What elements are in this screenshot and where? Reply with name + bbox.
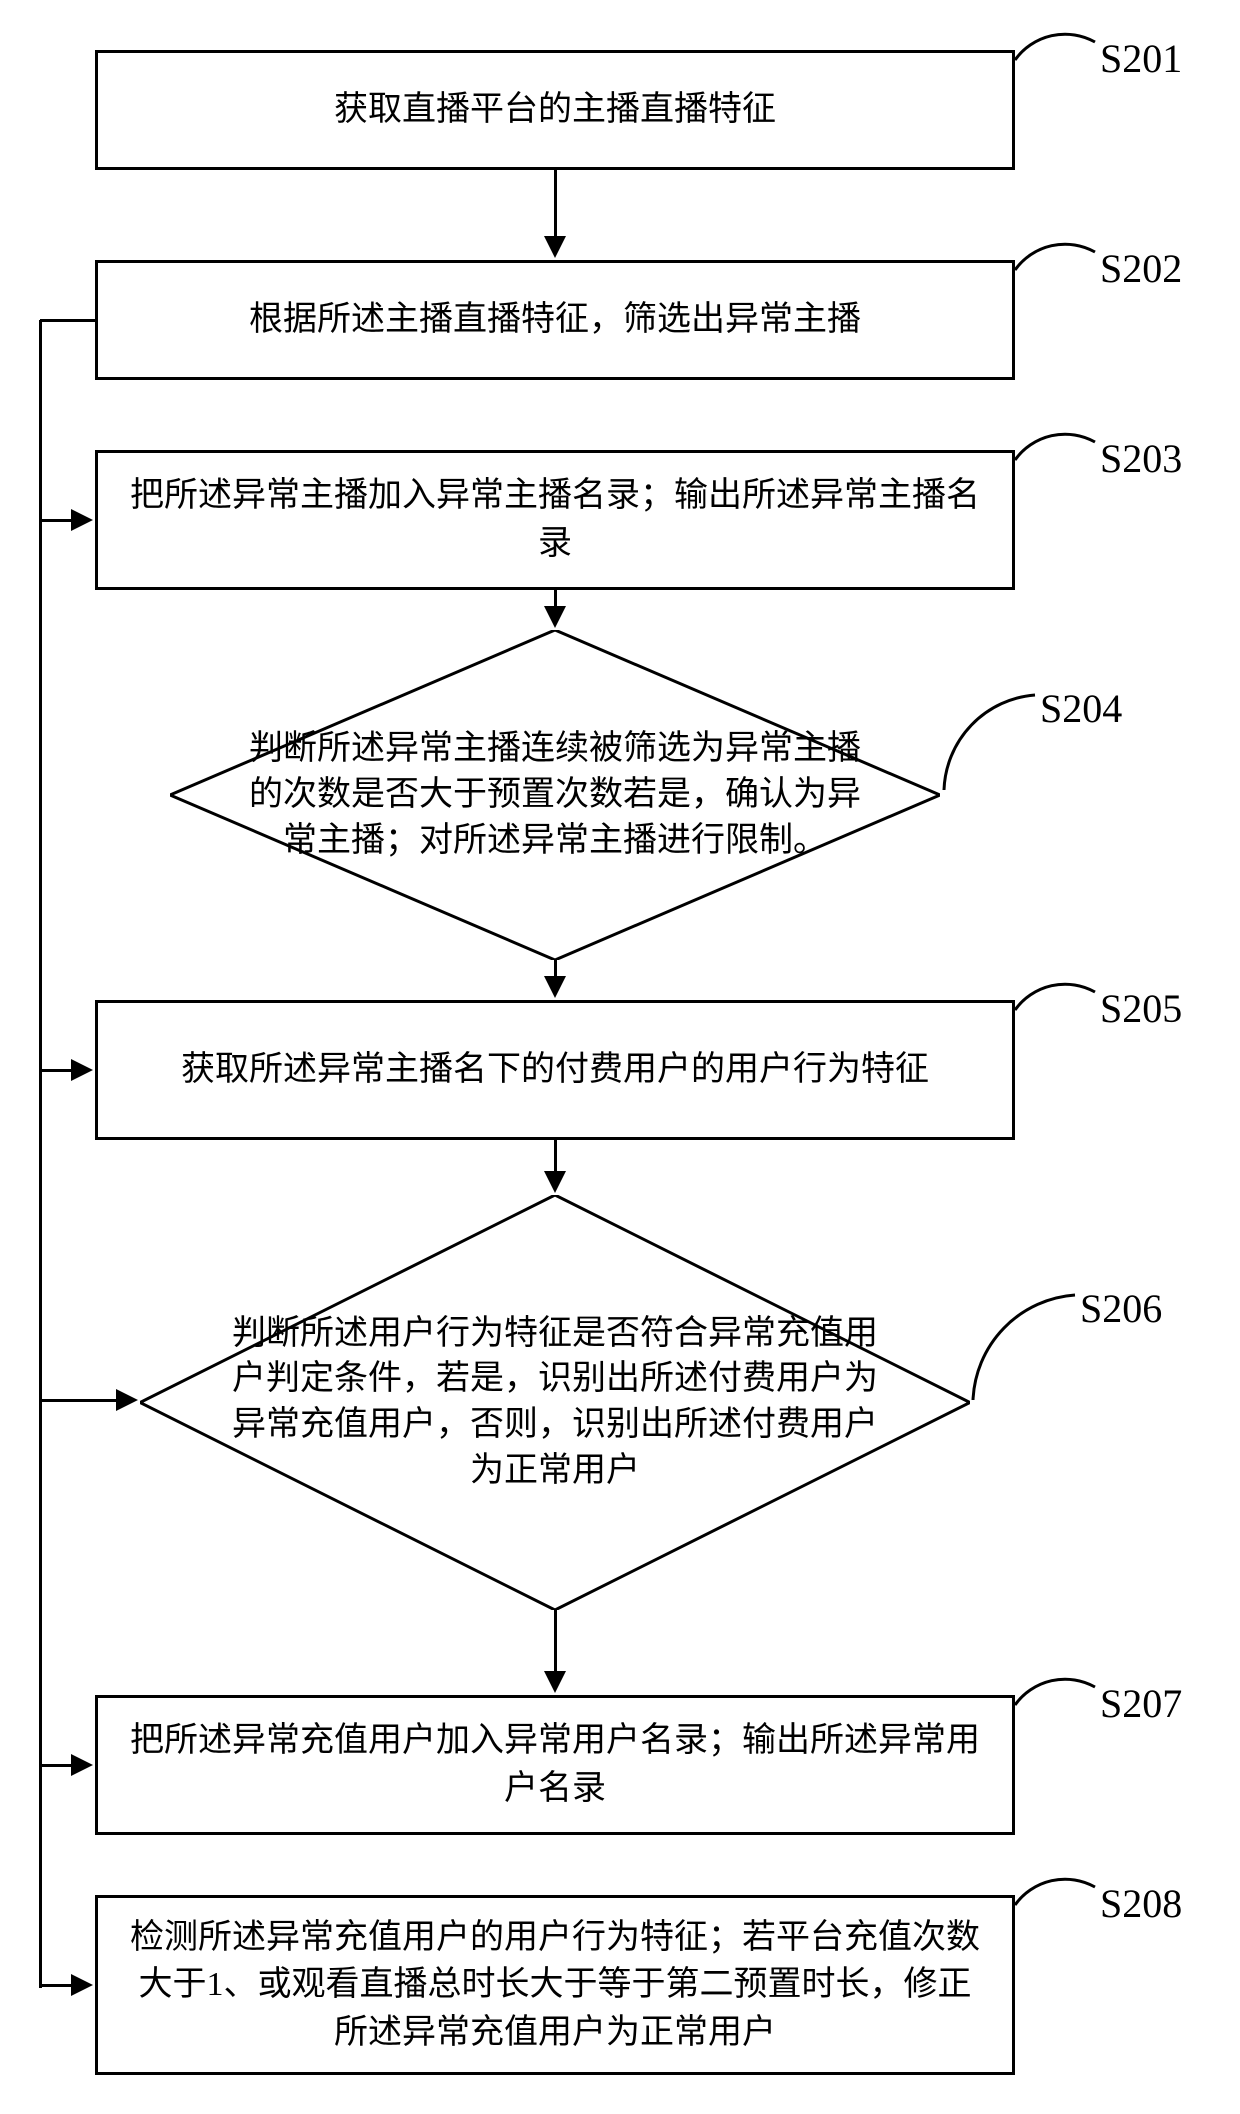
bus-branch	[40, 1764, 73, 1767]
bus-branch	[40, 319, 95, 322]
bus-branch	[40, 1069, 73, 1072]
arrow-head-icon	[544, 236, 566, 258]
arrow-head-icon	[544, 1671, 566, 1693]
arrow-head-icon	[71, 1059, 93, 1081]
callout-layer	[0, 0, 1240, 2114]
arrow-line	[554, 1610, 557, 1673]
arrow-head-icon	[116, 1389, 138, 1411]
arrow-head-icon	[544, 606, 566, 628]
arrow-line	[554, 170, 557, 238]
arrow-head-icon	[71, 1974, 93, 1996]
arrow-head-icon	[544, 976, 566, 998]
bus-branch	[40, 1984, 73, 1987]
arrow-line	[554, 1140, 557, 1173]
bus-branch	[40, 1399, 118, 1402]
bus-line	[39, 320, 42, 1988]
arrow-head-icon	[71, 509, 93, 531]
arrow-head-icon	[71, 1754, 93, 1776]
bus-branch	[40, 519, 73, 522]
arrow-head-icon	[544, 1171, 566, 1193]
